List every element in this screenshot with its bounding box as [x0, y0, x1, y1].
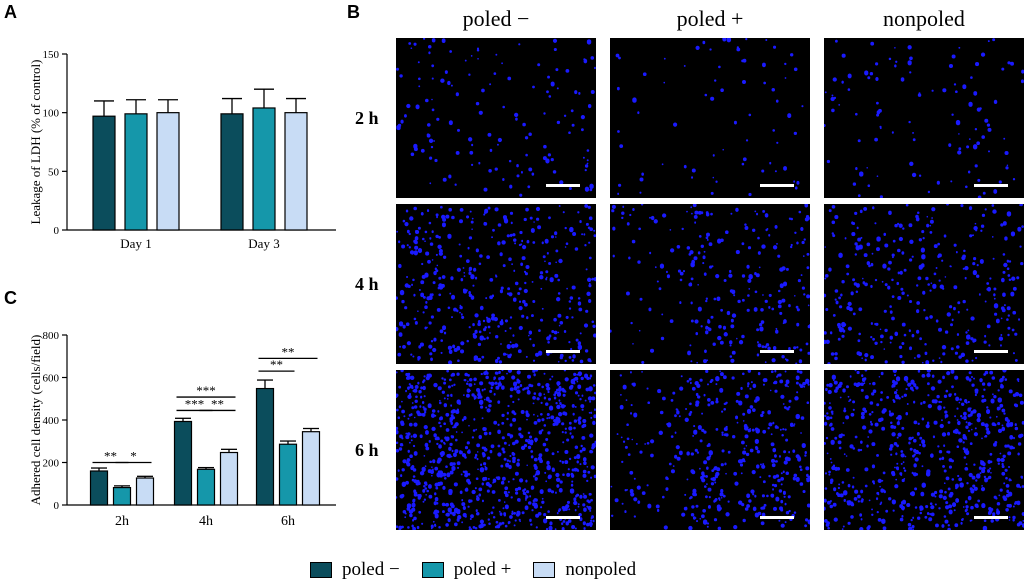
significance-stars: *** — [185, 396, 205, 411]
significance-stars: *** — [196, 383, 216, 398]
legend-label-nonpoled: nonpoled — [565, 559, 637, 580]
significance-stars: ** — [282, 344, 295, 359]
x-category-label: 2h — [115, 514, 129, 529]
bar — [278, 443, 298, 506]
micrograph-r2-c2 — [824, 370, 1024, 530]
bar — [220, 113, 244, 231]
micrograph-r2-c0 — [396, 370, 596, 530]
scale-bar — [974, 516, 1008, 519]
bar — [173, 420, 193, 506]
bar — [219, 451, 239, 506]
micrograph-r0-c2 — [824, 38, 1024, 198]
bar — [255, 387, 275, 506]
legend-item-poled-minus: poled − — [310, 559, 400, 581]
scale-bar — [974, 350, 1008, 353]
legend-item-nonpoled: nonpoled — [533, 559, 636, 581]
micrograph-image — [610, 204, 810, 364]
scale-bar — [760, 184, 794, 187]
micrograph-image — [610, 370, 810, 530]
column-header-poled-minus: poled − — [462, 6, 530, 31]
legend-swatch-poled-minus — [310, 562, 332, 578]
micrograph-image — [824, 370, 1024, 530]
legend-item-poled-plus: poled + — [421, 559, 512, 581]
cell-nuclei — [396, 204, 596, 364]
bar — [112, 486, 132, 506]
legend-label-poled-minus: poled − — [342, 559, 400, 580]
y-tick-label: 600 — [43, 373, 60, 385]
y-tick-label: 0 — [54, 225, 60, 237]
bar — [301, 431, 321, 506]
cell-nuclei — [824, 38, 1024, 198]
legend-swatch-nonpoled — [533, 562, 556, 578]
micrograph-image — [615, 38, 804, 197]
bar — [124, 113, 148, 231]
scale-bar — [760, 516, 794, 519]
cell-nuclei — [824, 370, 1024, 530]
micrograph-r0-c1 — [610, 38, 810, 198]
scale-bar — [760, 350, 794, 353]
legend: poled − poled + nonpoled — [310, 558, 658, 582]
panel-letter-c: C — [4, 288, 17, 308]
bar — [156, 112, 180, 231]
micrograph-r2-c1 — [610, 370, 810, 530]
scale-bar — [546, 350, 580, 353]
row-label-6h: 6 h — [355, 440, 379, 460]
micrograph-r0-c0 — [396, 38, 596, 198]
micrograph-image — [824, 38, 1024, 198]
y-tick-label: 150 — [43, 49, 60, 61]
panel-letter-b: B — [347, 2, 360, 22]
y-tick-label: 200 — [43, 458, 60, 470]
column-header-nonpoled: nonpoled — [883, 6, 965, 31]
legend-label-poled-plus: poled + — [453, 559, 512, 580]
cell-nuclei — [610, 370, 810, 530]
x-category-label: 4h — [199, 514, 213, 529]
micrograph-image — [396, 370, 596, 530]
significance-stars: * — [130, 449, 137, 464]
bar — [252, 107, 276, 231]
micrograph-image — [396, 204, 596, 364]
micrograph-r1-c0 — [396, 204, 596, 364]
bar — [135, 477, 155, 506]
cell-nuclei — [824, 204, 1024, 364]
micrograph-r1-c2 — [824, 204, 1024, 364]
cell-nuclei — [610, 204, 810, 364]
y-tick-label: 100 — [43, 108, 60, 120]
x-category-label: Day 1 — [120, 236, 151, 251]
micrograph-image — [824, 204, 1024, 364]
legend-swatch-poled-plus — [421, 562, 444, 578]
column-header-poled-plus: poled + — [676, 6, 744, 31]
bar — [196, 468, 216, 506]
bar — [89, 470, 109, 506]
significance-stars: ** — [270, 357, 283, 372]
cell-nuclei — [396, 38, 596, 197]
y-tick-label: 800 — [43, 330, 60, 342]
bar — [92, 115, 116, 231]
cell-nuclei — [615, 38, 804, 197]
y-tick-label: 400 — [43, 415, 60, 427]
scale-bar — [974, 184, 1008, 187]
panel-letter-a: A — [4, 2, 17, 22]
micrograph-r1-c1 — [610, 204, 810, 364]
x-category-label: Day 3 — [248, 236, 279, 251]
y-axis-label: Leakage of LDH (% of control) — [28, 60, 43, 225]
cell-nuclei — [396, 370, 596, 530]
y-tick-label: 50 — [48, 166, 60, 178]
y-tick-label: 0 — [54, 500, 60, 512]
micrograph-image — [396, 38, 596, 197]
significance-stars: ** — [211, 396, 224, 411]
bar — [284, 112, 308, 231]
y-axis-label: Adhered cell density (cells/field) — [28, 335, 43, 506]
scale-bar — [546, 516, 580, 519]
significance-stars: ** — [104, 449, 117, 464]
x-category-label: 6h — [281, 514, 295, 529]
row-label-2h: 2 h — [355, 108, 379, 128]
row-label-4h: 4 h — [355, 274, 379, 294]
scale-bar — [546, 184, 580, 187]
